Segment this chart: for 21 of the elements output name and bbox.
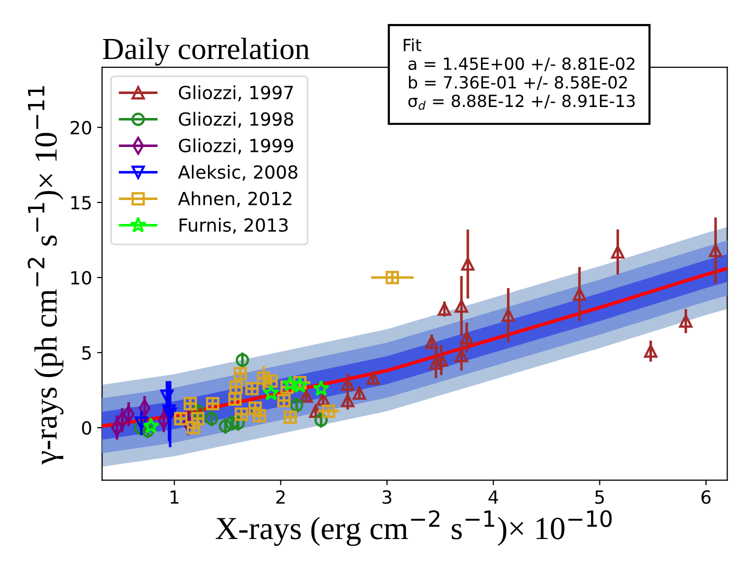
chart-title: Daily correlation [102,38,310,66]
x-tick-label: 2 [276,490,285,504]
x-axis-title: X-rays (erg cm$^{−2}$ s$^{−1}$)× 10$^{−10}$ [216,510,612,546]
y-tick-label: 5 [82,346,91,360]
legend-label: Ahnen, 2012 [178,191,292,208]
y-tick-label: 0 [82,421,92,435]
legend-label: Gliozzi, 1999 [178,138,294,154]
annotation: Fit a = 1.45E+00 +/- 8.81E-02 b = 7.36E-01 +/- 8.58E-02 σ$_{d}$ = 8.88E-12 +/- 8.91E-13 [404,38,635,110]
x-tick-label: 5 [595,490,604,504]
x-tick-label: 4 [488,490,498,504]
x-tick-label: 3 [382,490,392,504]
y-tick-label: 15 [71,196,91,210]
legend-label: Furnis, 2013 [180,218,288,234]
legend-label: Gliozzi, 1997 [178,85,293,102]
y-tick-label: 10 [71,270,92,285]
x-tick-label: 6 [702,490,711,504]
y-tick-label: 20 [70,120,92,134]
legend-label: Aleksic, 2008 [178,164,298,181]
legend-label: Gliozzi, 1998 [178,112,294,128]
x-tick-label: 1 [170,490,178,504]
y-axis-title: γ-rays (ph cm$^{−2}$ s$^{−1}$)× 10$^{−11}$ [28,86,64,465]
